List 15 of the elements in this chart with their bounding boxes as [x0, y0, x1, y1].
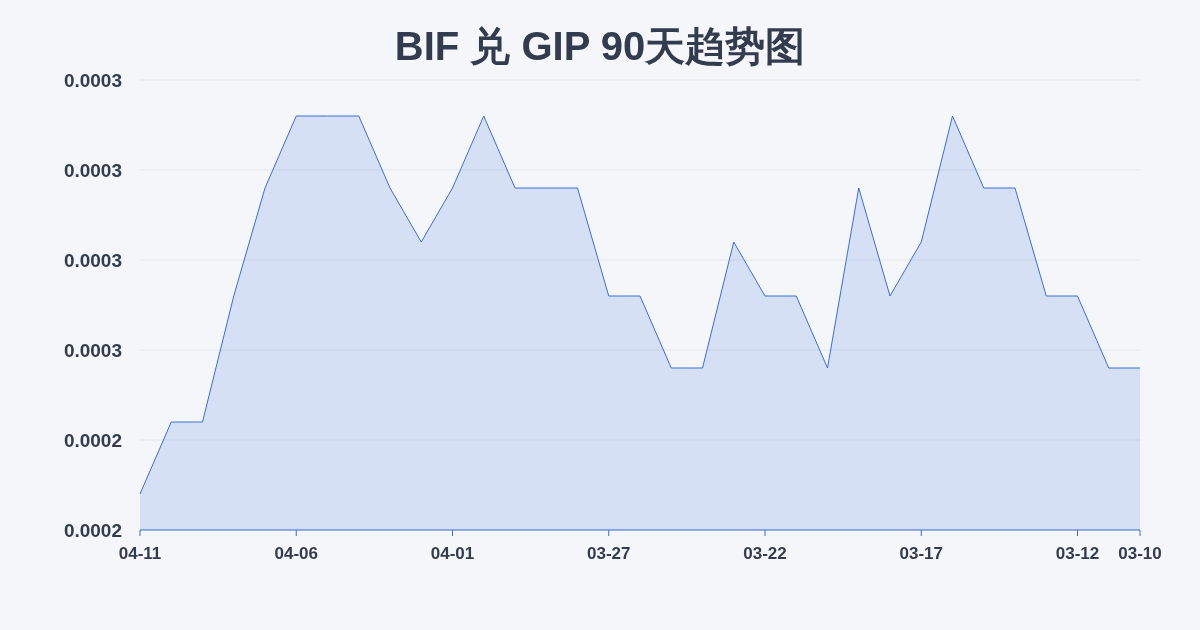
x-tick-label: 03-22: [743, 544, 787, 563]
y-tick-label: 0.0003: [63, 340, 122, 361]
x-tick-label: 04-01: [430, 544, 475, 563]
y-tick-label: 0.0003: [63, 70, 122, 91]
x-tick-label: 03-12: [1055, 544, 1100, 563]
x-tick-label: 03-27: [587, 544, 631, 563]
y-tick-label: 0.0003: [63, 250, 122, 271]
y-tick-label: 0.0002: [63, 430, 122, 451]
chart-title: BIF 兑 GIP 90天趋势图: [394, 24, 806, 68]
x-tick-label: 03-17: [899, 544, 943, 563]
x-tick-label: 04-06: [274, 544, 318, 563]
x-tick-label: 04-11: [118, 544, 162, 563]
y-tick-label: 0.0003: [63, 160, 122, 181]
y-tick-label: 0.0002: [63, 520, 122, 541]
x-tick-label: 03-10: [1118, 544, 1162, 563]
